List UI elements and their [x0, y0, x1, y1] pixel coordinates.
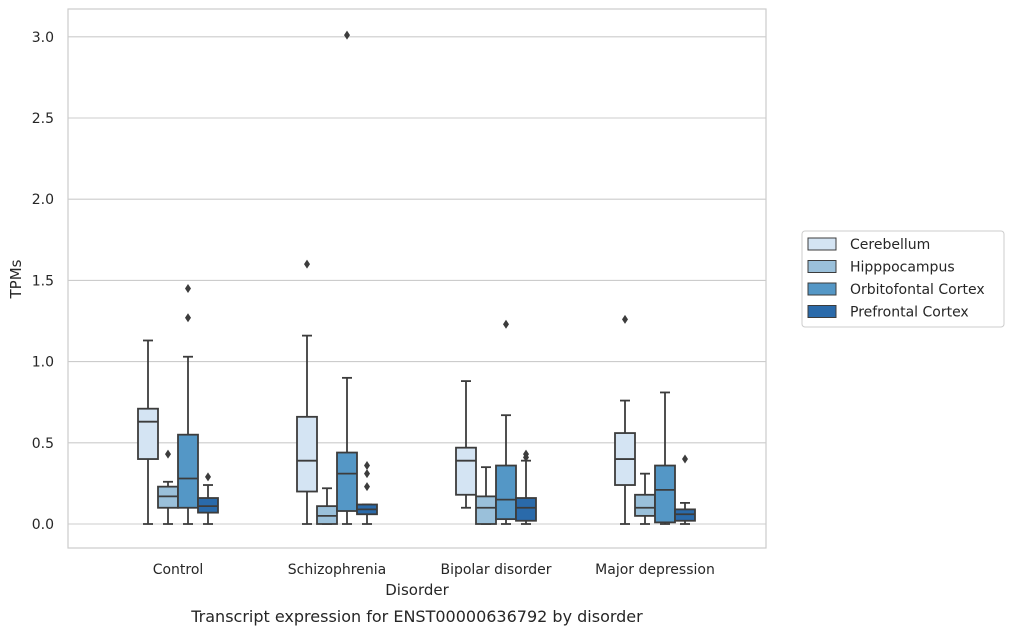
y-tick-label: 2.0 [32, 192, 54, 208]
box-iqr [296, 415, 318, 493]
legend-swatch [807, 237, 837, 251]
x-tick-label: Control [153, 562, 204, 578]
box-2-0 [177, 284, 199, 525]
box-0-3 [614, 314, 636, 525]
legend-swatch [807, 260, 837, 273]
x-tick-label: Bipolar disorder [440, 562, 551, 578]
legend-label: Cerebellum [850, 237, 930, 253]
box-3-2 [515, 449, 537, 525]
box-iqr [177, 433, 199, 509]
box-0-1 [296, 259, 318, 525]
outlier-point [503, 319, 509, 329]
box-iqr [137, 407, 159, 460]
box-2-1 [336, 30, 358, 525]
box-iqr [634, 493, 656, 517]
outlier-point [344, 30, 350, 40]
box-0-2 [455, 380, 477, 509]
y-tick-label: 1.5 [32, 273, 54, 289]
box-iqr [515, 497, 537, 522]
box-iqr [455, 446, 477, 496]
outlier-point [205, 472, 211, 482]
outlier-point [364, 469, 370, 479]
box-2-3 [654, 391, 676, 525]
outlier-point [165, 449, 171, 459]
box-1-3 [634, 472, 656, 525]
x-tick-labels: Control Schizophrenia Bipolar disorder Majo… [153, 562, 715, 578]
box-iqr [336, 451, 358, 512]
y-tick-label: 3.0 [32, 30, 54, 46]
y-tick-label: 1.0 [32, 355, 54, 371]
outlier-point [523, 449, 529, 459]
outlier-point [185, 284, 191, 294]
legend-label: Hipppocampus [850, 260, 955, 276]
y-axis-title: TPMs [7, 259, 25, 299]
y-tick-labels: 0.0 0.5 1.0 1.5 2.0 2.5 3.0 [32, 30, 54, 533]
box-iqr [654, 464, 676, 524]
box-1-1 [316, 487, 338, 525]
outlier-point [304, 259, 310, 269]
outlier-point [364, 482, 370, 492]
x-tick-label: Schizophrenia [288, 562, 386, 578]
chart-caption: Transcript expression for ENST0000063679… [190, 607, 643, 626]
y-tick-label: 0.5 [32, 436, 54, 452]
box-series [137, 30, 696, 525]
legend: Cerebellum Hipppocampus Orbitofontal Corte… [801, 230, 1005, 328]
legend-frame [801, 230, 1005, 328]
legend-label: Prefrontal Cortex [850, 305, 969, 321]
y-tick-label: 0.0 [32, 517, 54, 533]
legend-swatch [807, 282, 837, 296]
box-1-2 [475, 466, 497, 525]
box-3-3 [674, 454, 696, 525]
y-tick-label: 2.5 [32, 111, 54, 127]
outlier-point [682, 454, 688, 464]
box-iqr [475, 495, 497, 525]
outlier-point [622, 314, 628, 324]
plot-frame [67, 8, 767, 549]
box-2-2 [495, 319, 517, 525]
box-3-1 [356, 461, 378, 525]
box-3-0 [197, 472, 219, 525]
box-0-0 [137, 339, 159, 525]
box-1-0 [157, 449, 179, 525]
box-iqr [495, 464, 517, 521]
legend-label: Orbitofontal Cortex [850, 282, 985, 298]
legend-swatch [807, 305, 837, 318]
outlier-point [364, 461, 370, 471]
x-tick-label: Major depression [595, 562, 715, 578]
x-axis-title: Disorder [385, 581, 449, 599]
outlier-point [185, 313, 191, 323]
